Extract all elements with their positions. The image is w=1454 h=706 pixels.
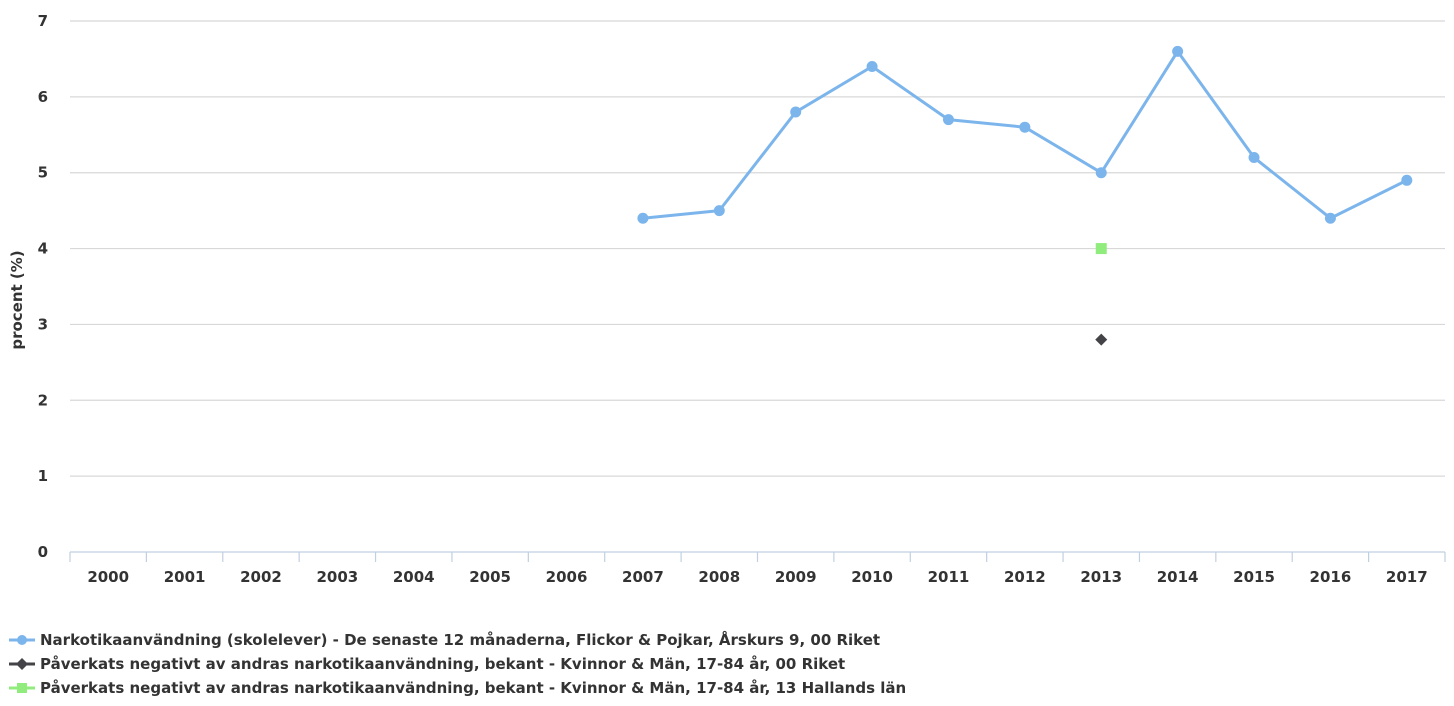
data-point — [866, 61, 878, 73]
legend-symbol-diamond — [9, 658, 35, 670]
data-point — [1095, 243, 1107, 255]
x-tick-label: 2015 — [1233, 568, 1275, 586]
x-tick-label: 2012 — [1004, 568, 1046, 586]
data-point — [790, 106, 802, 118]
x-tick-label: 2014 — [1157, 568, 1199, 586]
data-point — [1095, 333, 1108, 346]
y-tick-label: 0 — [38, 543, 48, 561]
y-tick-label: 4 — [38, 240, 48, 258]
data-point — [1401, 174, 1413, 186]
x-tick-label: 2004 — [393, 568, 435, 586]
x-tick-label: 2008 — [698, 568, 740, 586]
x-tick-label: 2002 — [240, 568, 282, 586]
data-point — [637, 212, 649, 224]
x-tick-label: 2003 — [316, 568, 358, 586]
data-point — [1095, 167, 1107, 179]
x-tick-label: 2006 — [546, 568, 588, 586]
legend: Narkotikaanvändning (skolelever) - De se… — [8, 628, 906, 700]
legend-label: Påverkats negativt av andras narkotikaan… — [40, 679, 907, 697]
x-tick-label: 2001 — [164, 568, 206, 586]
y-tick-label: 1 — [38, 467, 48, 485]
y-tick-label: 7 — [38, 12, 48, 30]
x-tick-label: 2000 — [87, 568, 129, 586]
data-point — [1324, 212, 1336, 224]
x-tick-label: 2011 — [928, 568, 970, 586]
data-point — [713, 205, 725, 217]
x-tick-label: 2010 — [851, 568, 893, 586]
legend-label: Narkotikaanvändning (skolelever) - De se… — [40, 631, 881, 649]
x-tick-label: 2009 — [775, 568, 817, 586]
y-tick-label: 5 — [38, 164, 48, 182]
x-axis: 2000 2001 2002 2003 2004 2005 2006 2007 2008 2009… — [69, 551, 1446, 586]
x-tick-label: 2013 — [1080, 568, 1122, 586]
y-axis-label: procent (%) — [8, 250, 26, 349]
series-1 — [637, 45, 1413, 224]
x-tick-label: 2005 — [469, 568, 511, 586]
y-tick-label: 6 — [38, 88, 48, 106]
legend-symbol-circle — [9, 635, 35, 645]
legend-symbol-square — [9, 683, 35, 693]
y-tick-label: 2 — [38, 391, 48, 409]
series-layer — [637, 45, 1413, 346]
y-tick-label: 3 — [38, 315, 48, 333]
data-point — [1019, 121, 1031, 133]
data-point — [1172, 45, 1184, 57]
legend-item[interactable]: Påverkats negativt av andras narkotikaan… — [8, 676, 906, 700]
gridlines — [70, 20, 1445, 477]
series-2 — [1095, 333, 1108, 346]
data-point — [942, 114, 954, 126]
x-tick-label: 2016 — [1310, 568, 1352, 586]
y-axis-ticks: 0 1 2 3 4 5 6 7 — [38, 12, 48, 561]
x-tick-label: 2017 — [1386, 568, 1428, 586]
series-3 — [1095, 243, 1107, 255]
data-point — [1248, 152, 1260, 164]
x-tick-label: 2007 — [622, 568, 664, 586]
legend-item[interactable]: Narkotikaanvändning (skolelever) - De se… — [8, 628, 906, 652]
series-line — [641, 49, 1409, 220]
legend-label: Påverkats negativt av andras narkotikaan… — [40, 655, 846, 673]
legend-item[interactable]: Påverkats negativt av andras narkotikaan… — [8, 652, 906, 676]
